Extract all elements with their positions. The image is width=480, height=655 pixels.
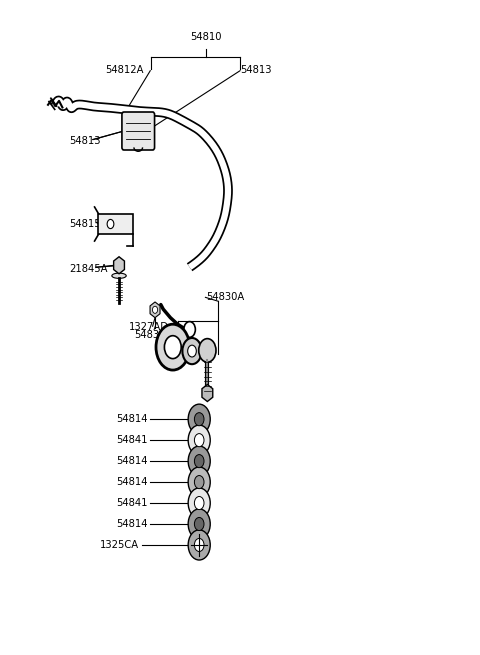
Circle shape [188,488,210,518]
Text: 54841: 54841 [116,435,148,445]
Circle shape [184,322,195,337]
Polygon shape [202,384,213,402]
Circle shape [199,339,216,362]
Text: 54810: 54810 [191,31,222,42]
Circle shape [194,476,204,489]
Circle shape [188,404,210,434]
Text: 54813: 54813 [70,136,101,146]
Circle shape [194,496,204,510]
Circle shape [194,413,204,426]
Text: 54814: 54814 [116,456,148,466]
Text: 21845A: 21845A [70,263,108,274]
Circle shape [153,307,157,313]
Circle shape [164,336,181,359]
Polygon shape [114,257,124,274]
Circle shape [188,425,210,455]
FancyBboxPatch shape [122,112,155,150]
Circle shape [194,434,204,447]
Text: 54837B: 54837B [134,330,173,341]
Circle shape [156,324,190,370]
Text: 54812A: 54812A [106,65,144,75]
Circle shape [188,509,210,539]
Text: 54814: 54814 [116,519,148,529]
Text: 54813: 54813 [240,65,272,75]
Circle shape [188,345,196,357]
Text: 1325CA: 1325CA [100,540,139,550]
Text: 1327AD: 1327AD [129,322,168,333]
Circle shape [182,338,202,364]
Text: 54814: 54814 [116,414,148,424]
Circle shape [188,446,210,476]
Circle shape [194,455,204,468]
Polygon shape [150,302,160,318]
Text: 54838: 54838 [180,350,211,360]
Text: 54830A: 54830A [206,292,245,303]
Ellipse shape [112,273,126,278]
Circle shape [188,530,210,560]
Text: 54841: 54841 [116,498,148,508]
Text: 54814: 54814 [116,477,148,487]
FancyBboxPatch shape [98,214,133,234]
Circle shape [107,219,114,229]
Circle shape [188,467,210,497]
Circle shape [194,538,204,552]
Text: 54815A: 54815A [70,219,108,229]
Circle shape [194,517,204,531]
